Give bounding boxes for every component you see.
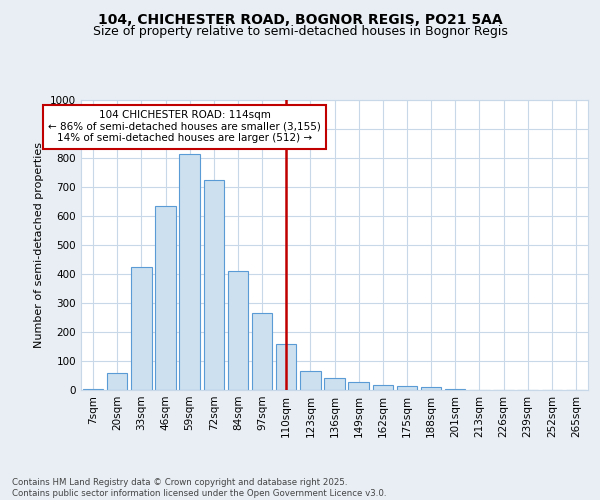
Bar [179, 154, 200, 390]
Bar [421, 387, 442, 390]
Bar [445, 389, 466, 390]
Bar [227, 271, 248, 390]
Bar [155, 206, 176, 390]
Bar [276, 344, 296, 390]
Text: Contains HM Land Registry data © Crown copyright and database right 2025.
Contai: Contains HM Land Registry data © Crown c… [12, 478, 386, 498]
Text: Size of property relative to semi-detached houses in Bognor Regis: Size of property relative to semi-detach… [92, 25, 508, 38]
Y-axis label: Number of semi-detached properties: Number of semi-detached properties [34, 142, 44, 348]
Text: 104 CHICHESTER ROAD: 114sqm
← 86% of semi-detached houses are smaller (3,155)
14: 104 CHICHESTER ROAD: 114sqm ← 86% of sem… [49, 110, 321, 144]
Bar [107, 372, 127, 390]
Bar [373, 385, 393, 390]
Bar [397, 386, 417, 390]
Bar [349, 382, 369, 390]
Bar [252, 313, 272, 390]
Bar [203, 180, 224, 390]
Bar [300, 371, 320, 390]
Text: 104, CHICHESTER ROAD, BOGNOR REGIS, PO21 5AA: 104, CHICHESTER ROAD, BOGNOR REGIS, PO21… [98, 12, 502, 26]
Bar [83, 388, 103, 390]
Bar [131, 267, 152, 390]
Bar [324, 378, 345, 390]
